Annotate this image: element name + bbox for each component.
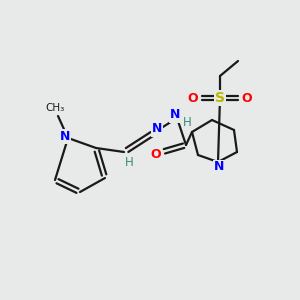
Text: O: O <box>188 92 198 104</box>
Text: O: O <box>151 148 161 161</box>
Text: N: N <box>214 160 224 173</box>
Text: N: N <box>152 122 162 136</box>
Text: H: H <box>183 116 191 128</box>
Text: N: N <box>60 130 70 142</box>
Text: CH₃: CH₃ <box>45 103 64 113</box>
Text: O: O <box>242 92 252 104</box>
Text: H: H <box>124 155 134 169</box>
Text: N: N <box>170 109 180 122</box>
Text: S: S <box>215 91 225 105</box>
